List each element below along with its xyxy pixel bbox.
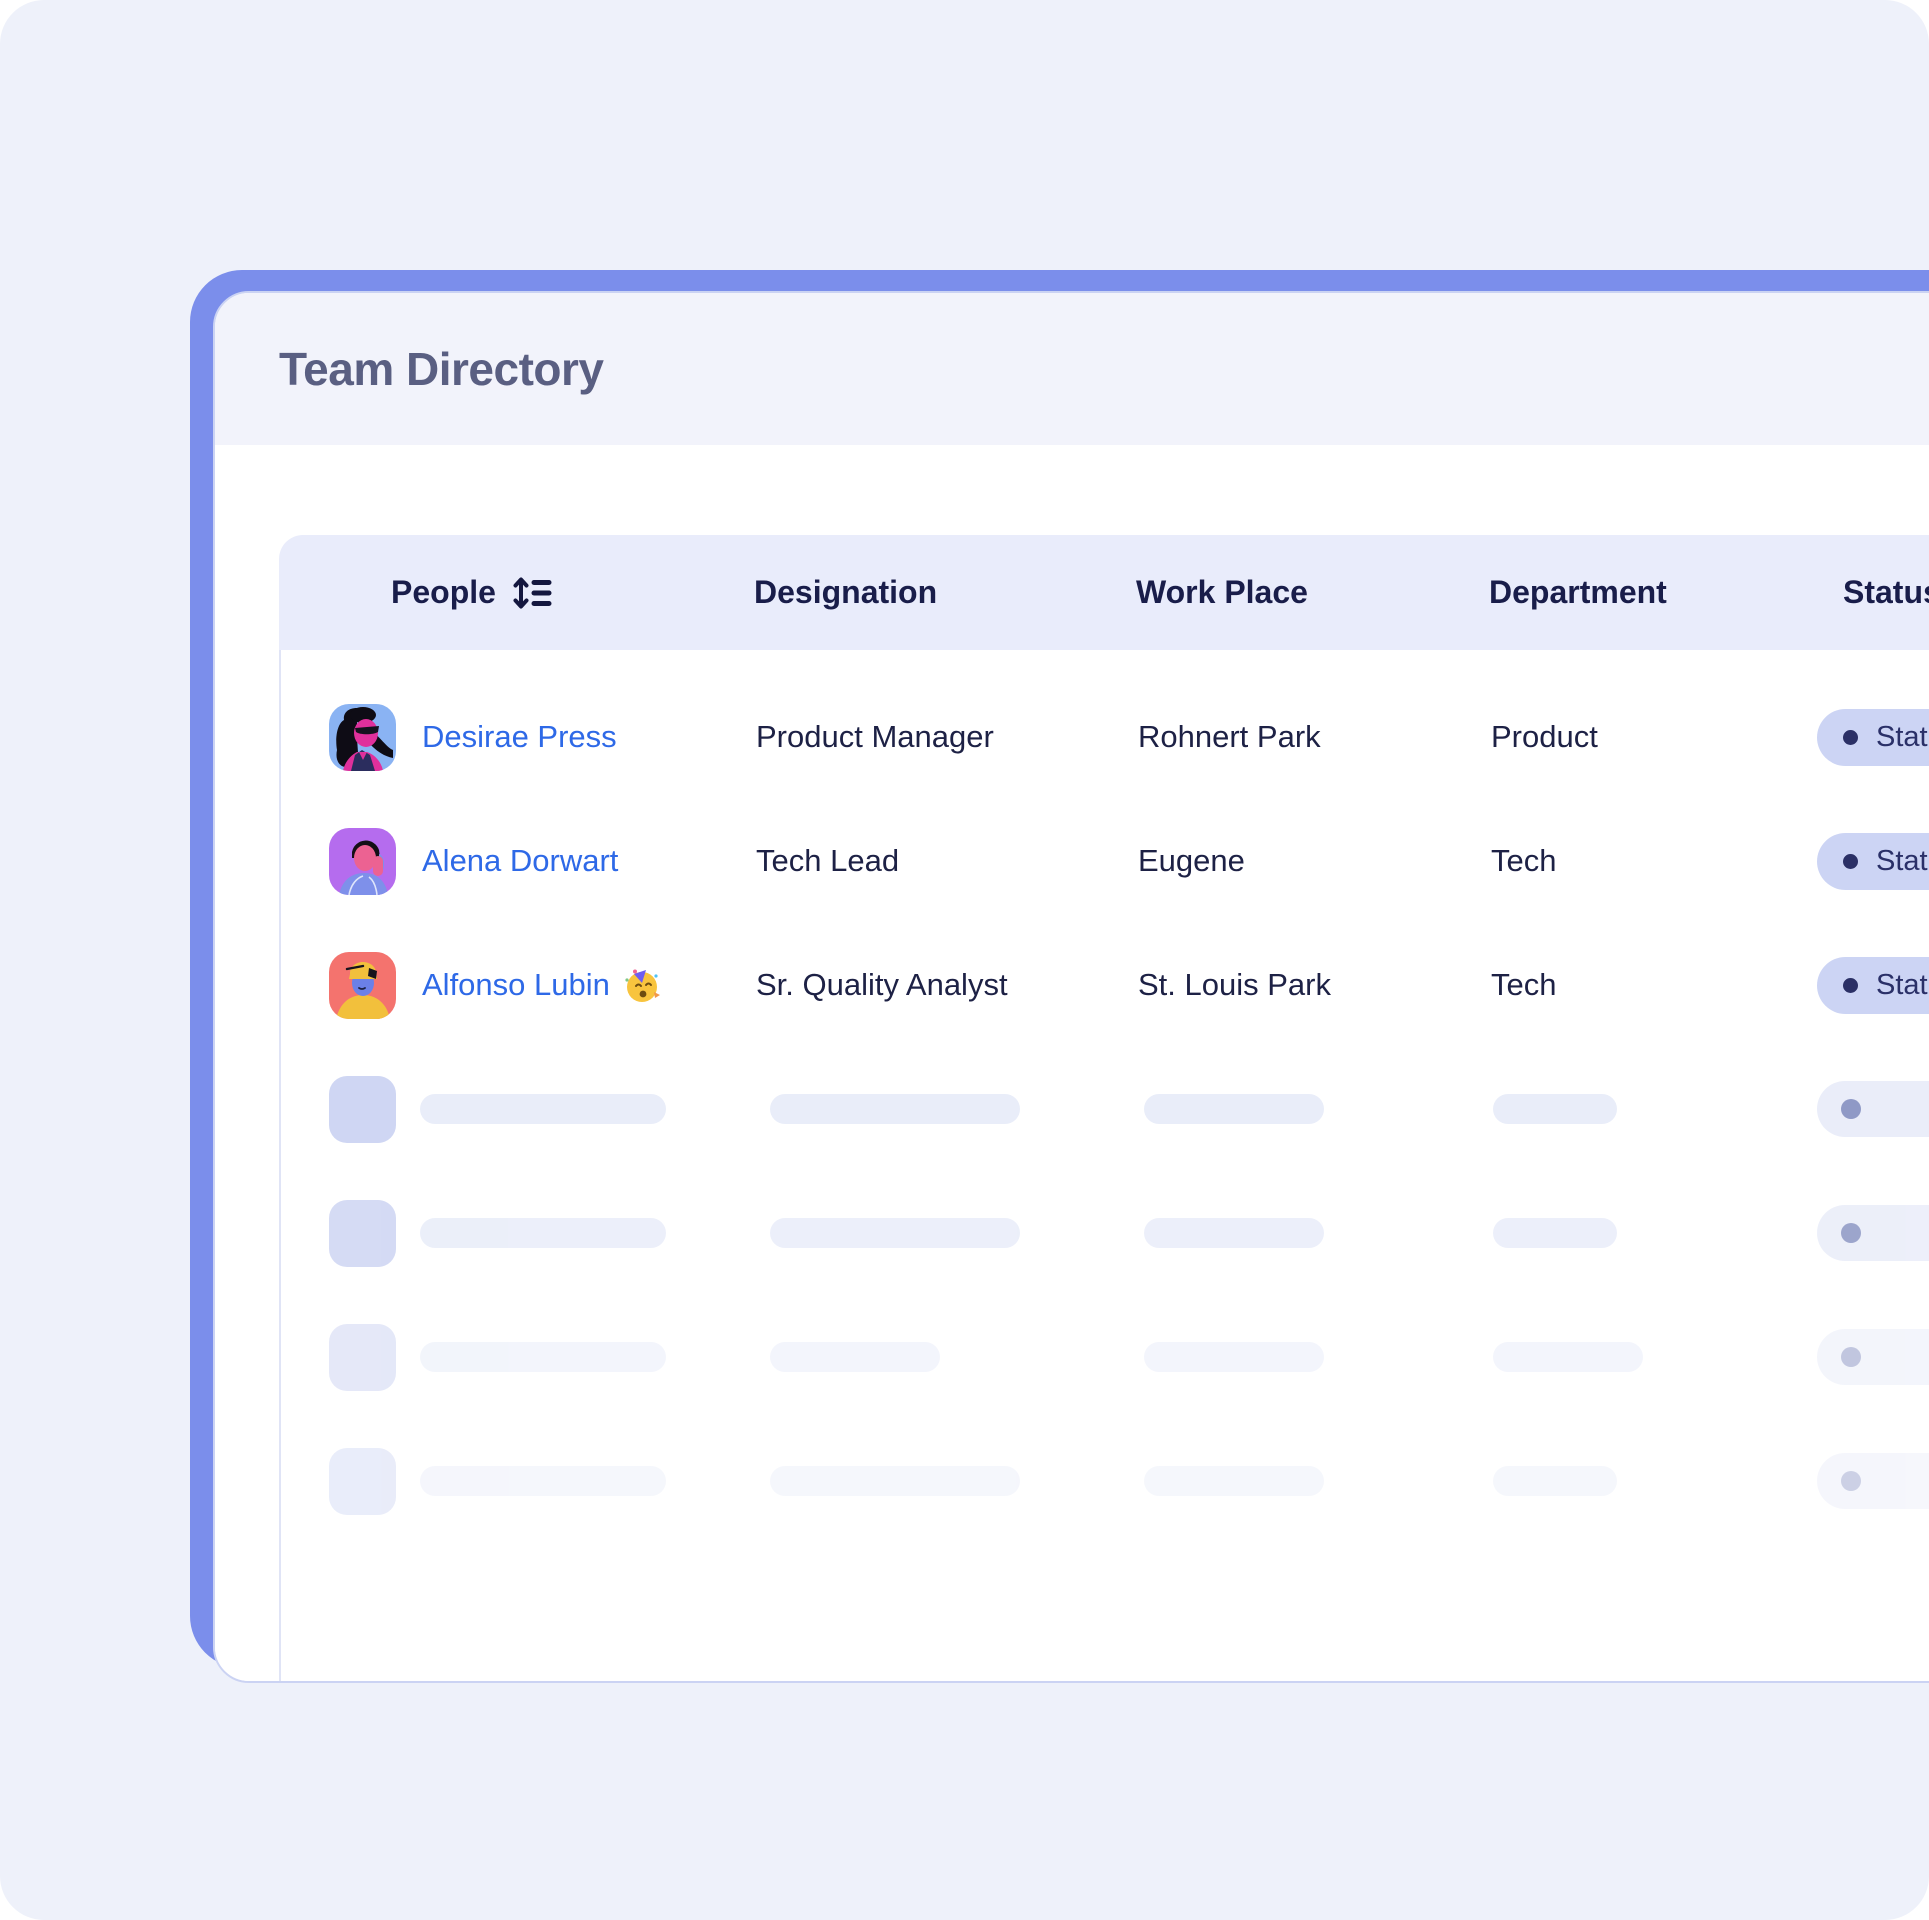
column-header-work-place: Work Place xyxy=(1136,574,1308,610)
skeleton-name xyxy=(420,1342,666,1372)
page-title: Team Directory xyxy=(279,343,604,395)
skeleton-status-dot xyxy=(1841,1223,1861,1243)
skeleton-row xyxy=(281,1419,1929,1543)
status-dot-icon xyxy=(1843,977,1858,993)
skeleton-row xyxy=(281,1047,1929,1171)
skeleton-status-badge xyxy=(1817,1329,1929,1385)
skeleton-designation xyxy=(770,1342,940,1372)
status-badge-label: Status xyxy=(1876,968,1929,1001)
column-header-people: People xyxy=(279,574,742,611)
status-dot-icon xyxy=(1843,853,1858,869)
designation-cell: Tech Lead xyxy=(756,843,900,878)
skeleton-status-dot xyxy=(1841,1347,1861,1367)
skeleton-avatar xyxy=(329,1447,396,1515)
skeleton-status-badge xyxy=(1817,1453,1929,1509)
skeleton-avatar xyxy=(329,1323,396,1391)
table-row[interactable]: Alfonso Lubin xyxy=(281,923,1929,1047)
person-name-link[interactable]: Desirae Press xyxy=(422,719,617,754)
skeleton-row xyxy=(281,1171,1929,1295)
team-table: People xyxy=(279,535,1929,1681)
skeleton-status-dot xyxy=(1841,1471,1861,1491)
avatar xyxy=(329,827,396,895)
status-badge-label: Status xyxy=(1876,720,1929,753)
skeleton-status-badge xyxy=(1817,1205,1929,1261)
skeleton-department xyxy=(1493,1218,1617,1248)
status-badge[interactable]: Status xyxy=(1817,956,1929,1014)
skeleton-status-dot xyxy=(1841,1099,1861,1119)
table-row[interactable]: Desirae Press Product Manager Rohnert Pa… xyxy=(281,675,1929,799)
people-cell: Desirae Press xyxy=(281,703,744,771)
skeleton-designation xyxy=(770,1094,1020,1124)
skeleton-work-place xyxy=(1144,1466,1324,1496)
skeleton-department xyxy=(1493,1466,1617,1496)
work-place-cell: St. Louis Park xyxy=(1138,967,1331,1002)
status-cell: Status xyxy=(1809,708,1929,766)
column-header-department: Department xyxy=(1489,574,1667,610)
person-name-link[interactable]: Alfonso Lubin xyxy=(422,966,660,1004)
department-cell: Product xyxy=(1491,719,1598,754)
team-directory-window: Team Directory People xyxy=(213,291,1929,1683)
skeleton-status-badge xyxy=(1817,1081,1929,1137)
party-emoji-icon xyxy=(622,966,660,1004)
status-cell: Status xyxy=(1809,832,1929,890)
skeleton-designation xyxy=(770,1466,1020,1496)
window-header: Team Directory xyxy=(215,293,1929,445)
avatar xyxy=(329,951,396,1019)
column-header-status: Status xyxy=(1843,574,1929,610)
avatar xyxy=(329,703,396,771)
table-header-row: People xyxy=(279,535,1929,650)
skeleton-designation xyxy=(770,1218,1020,1248)
column-header-designation: Designation xyxy=(754,574,938,610)
column-header-people-label: People xyxy=(391,574,496,610)
skeleton-row xyxy=(281,1295,1929,1419)
skeleton-department xyxy=(1493,1342,1643,1372)
skeleton-work-place xyxy=(1144,1218,1324,1248)
status-dot-icon xyxy=(1843,729,1858,745)
department-cell: Tech xyxy=(1491,843,1557,878)
designation-cell: Product Manager xyxy=(756,719,994,754)
designation-cell: Sr. Quality Analyst xyxy=(756,967,1008,1002)
table-body: Desirae Press Product Manager Rohnert Pa… xyxy=(279,650,1929,1681)
skeleton-name xyxy=(420,1218,666,1248)
skeleton-avatar xyxy=(329,1199,396,1267)
skeleton-work-place xyxy=(1144,1342,1324,1372)
status-badge[interactable]: Status xyxy=(1817,708,1929,766)
people-cell: Alena Dorwart xyxy=(281,827,744,895)
sort-icon[interactable] xyxy=(512,575,552,611)
work-place-cell: Eugene xyxy=(1138,843,1245,878)
work-place-cell: Rohnert Park xyxy=(1138,719,1321,754)
department-cell: Tech xyxy=(1491,967,1557,1002)
skeleton-avatar xyxy=(329,1075,396,1143)
skeleton-department xyxy=(1493,1094,1617,1124)
skeleton-name xyxy=(420,1466,666,1496)
window-body: People xyxy=(215,445,1929,1681)
status-badge[interactable]: Status xyxy=(1817,832,1929,890)
table-row[interactable]: Alena Dorwart Tech Lead Eugene Tech Stat… xyxy=(281,799,1929,923)
status-cell: Status xyxy=(1809,956,1929,1014)
people-cell: Alfonso Lubin xyxy=(281,951,744,1019)
person-name-link[interactable]: Alena Dorwart xyxy=(422,843,619,878)
status-badge-label: Status xyxy=(1876,844,1929,877)
skeleton-work-place xyxy=(1144,1094,1324,1124)
skeleton-name xyxy=(420,1094,666,1124)
